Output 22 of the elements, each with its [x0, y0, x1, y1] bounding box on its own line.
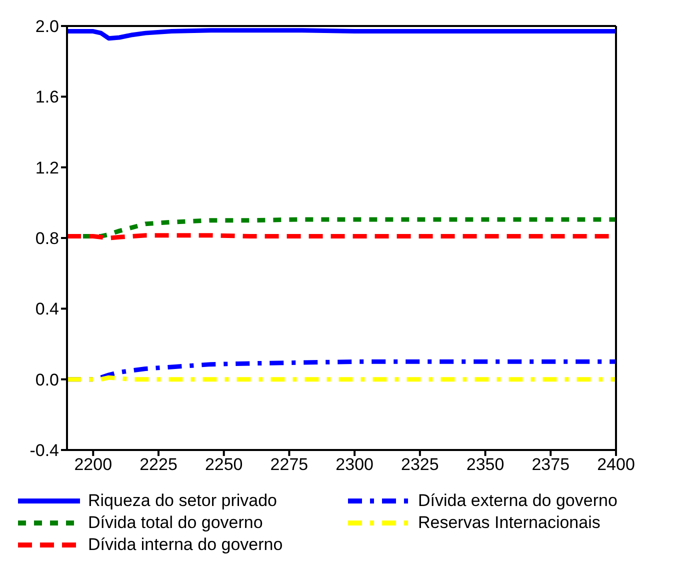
- x-tick-label: 2250: [204, 455, 243, 474]
- y-tick-label: 0.4: [35, 300, 59, 319]
- x-tick-label: 2200: [74, 455, 112, 474]
- legend-label: Dívida total do governo: [88, 513, 263, 533]
- y-tick-label: -0.4: [30, 441, 59, 460]
- x-tick-label: 2275: [270, 455, 308, 474]
- y-tick-label: 2.0: [35, 17, 59, 36]
- x-tick-label: 2375: [532, 455, 570, 474]
- y-tick-label: 0.8: [35, 229, 59, 248]
- x-tick-label: 2300: [336, 455, 374, 474]
- legend-label: Reservas Internacionais: [418, 513, 600, 533]
- y-tick-label: 0.0: [35, 370, 59, 390]
- y-tick-label: 1.2: [35, 158, 59, 178]
- y-tick-label: 1.6: [35, 88, 59, 107]
- legend-label: Dívida interna do governo: [88, 535, 283, 555]
- x-tick-label: 2325: [401, 455, 439, 474]
- x-tick-label: 2400: [597, 455, 635, 474]
- x-tick-label: 2350: [466, 455, 504, 474]
- line-series: [67, 28, 616, 41]
- legend-label: Dívida externa do governo: [418, 491, 618, 511]
- x-tick-label: 2225: [140, 455, 178, 474]
- legend-label: Riqueza do setor privado: [88, 491, 278, 511]
